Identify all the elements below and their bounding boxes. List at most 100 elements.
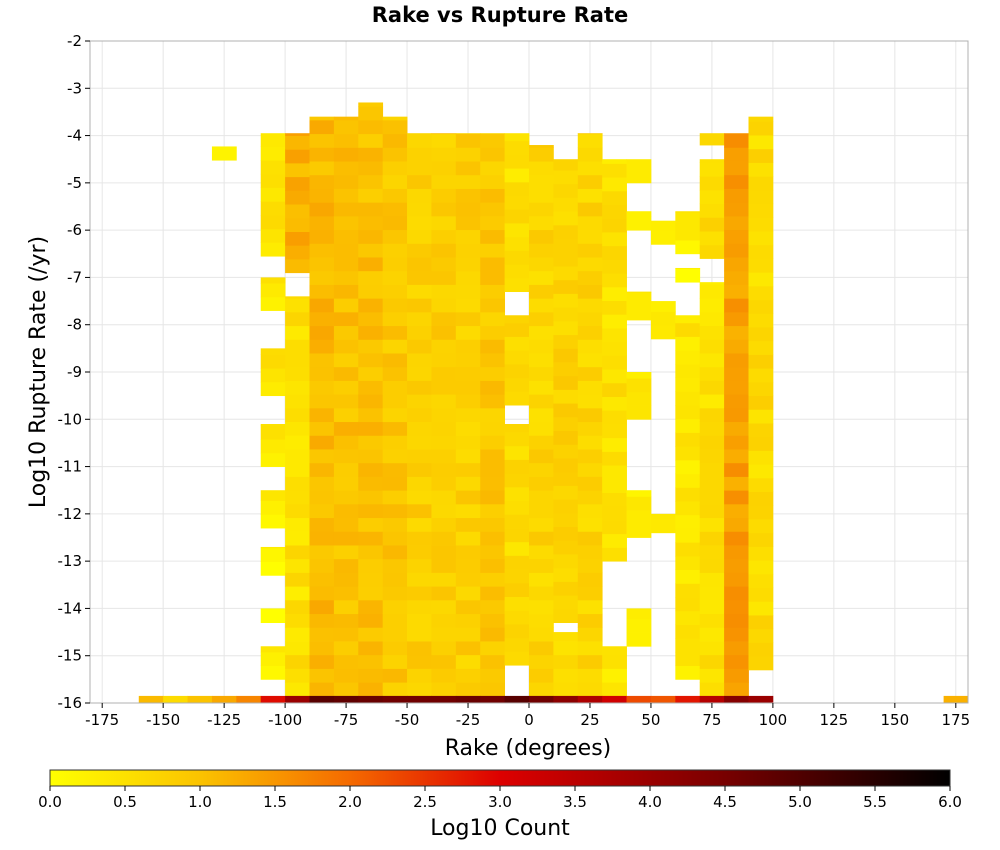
heatmap-cell xyxy=(285,462,310,477)
heatmap-cell xyxy=(333,503,359,519)
heatmap-cell xyxy=(602,533,627,548)
heatmap-cell xyxy=(699,189,725,205)
heatmap-cell xyxy=(407,586,432,601)
heatmap-cell xyxy=(602,451,627,466)
heatmap-cell xyxy=(675,583,701,598)
heatmap-cell xyxy=(504,569,530,584)
heatmap-cell xyxy=(431,215,457,231)
heatmap-cell xyxy=(724,394,749,409)
heatmap-cell-bottom xyxy=(602,695,627,703)
heatmap-cell xyxy=(309,380,335,395)
heatmap-cell xyxy=(553,197,579,212)
heatmap-cell xyxy=(699,217,725,232)
heatmap-cell xyxy=(333,627,359,642)
heatmap-cell xyxy=(407,366,432,381)
heatmap-cell xyxy=(748,189,774,205)
heatmap-cell xyxy=(309,572,335,587)
heatmap-cell xyxy=(675,322,701,337)
heatmap-cell xyxy=(748,642,774,657)
heatmap-cell xyxy=(358,119,384,135)
heatmap-cell xyxy=(650,311,676,326)
heatmap-cell xyxy=(577,545,603,560)
heatmap-cell xyxy=(724,421,749,436)
heatmap-cell xyxy=(358,353,384,368)
heatmap-cell-bottom xyxy=(236,695,262,703)
heatmap-cell xyxy=(431,147,457,162)
heatmap-cell xyxy=(724,311,749,327)
y-tick-label: -3 xyxy=(67,79,82,97)
heatmap-cell xyxy=(260,439,286,454)
heatmap-cell-bottom xyxy=(163,695,188,703)
x-tick-label: -25 xyxy=(456,711,481,729)
colorbar-tick-label: 1.0 xyxy=(188,793,212,811)
heatmap-cell xyxy=(577,490,603,505)
heatmap-cell xyxy=(529,682,554,697)
heatmap-cell xyxy=(358,325,384,340)
heatmap-cell xyxy=(724,133,749,135)
heatmap-cell xyxy=(602,190,627,206)
heatmap-cell xyxy=(309,449,335,464)
heatmap-cell xyxy=(309,407,335,423)
heatmap-cell xyxy=(285,176,310,191)
heatmap-cell xyxy=(480,421,506,436)
y-tick-label: -6 xyxy=(67,221,82,239)
heatmap-cell xyxy=(699,203,725,218)
heatmap-cell xyxy=(431,133,457,148)
heatmap-cell xyxy=(724,353,749,368)
heatmap-cell xyxy=(455,682,481,697)
heatmap-cell xyxy=(504,514,530,529)
heatmap-cell xyxy=(699,394,725,409)
heatmap-cell xyxy=(431,174,457,189)
heatmap-cell xyxy=(480,380,506,395)
heatmap-cell-bottom xyxy=(943,695,969,703)
heatmap-cell xyxy=(407,572,432,587)
heatmap-cell xyxy=(358,270,384,285)
heatmap-cell xyxy=(675,267,701,269)
heatmap-cell xyxy=(577,188,603,203)
heatmap-cell xyxy=(675,638,701,653)
heatmap-cell xyxy=(285,394,310,409)
heatmap-cell xyxy=(602,682,627,697)
heatmap-cell xyxy=(504,250,530,265)
heatmap-cell xyxy=(285,531,310,546)
heatmap-cell xyxy=(577,517,603,532)
y-axis-ticks: -2 -3 -4 -5 -6 -7 -8 -9 -10 -11 -12 -13 -14 -15 -16 xyxy=(58,32,90,712)
heatmap-cell xyxy=(699,339,725,354)
heatmap-cell xyxy=(260,277,286,284)
heatmap-cell xyxy=(382,202,408,217)
heatmap-cell xyxy=(602,478,627,493)
heatmap-cell xyxy=(504,236,530,251)
heatmap-cell xyxy=(553,170,579,185)
heatmap-cell xyxy=(626,632,652,647)
heatmap-cell xyxy=(333,188,359,203)
heatmap-cell xyxy=(455,572,481,587)
heatmap-cell xyxy=(431,599,457,615)
heatmap-cell xyxy=(309,558,335,573)
heatmap-cell xyxy=(529,161,554,176)
heatmap-cell xyxy=(626,490,652,497)
heatmap-cell xyxy=(455,449,481,464)
heatmap-cell xyxy=(577,599,603,615)
heatmap-cell xyxy=(748,258,774,273)
heatmap-cell-bottom xyxy=(577,695,603,703)
heatmap-cell xyxy=(285,627,310,642)
heatmap-cell xyxy=(577,627,603,642)
heatmap-cell xyxy=(480,476,506,491)
heatmap-cell xyxy=(480,147,506,162)
x-tick-label: 75 xyxy=(702,711,721,729)
heatmap-cell xyxy=(382,339,408,354)
heatmap-cell xyxy=(529,517,554,532)
heatmap-cell xyxy=(577,476,603,491)
heatmap-cell xyxy=(431,161,457,176)
heatmap-cell xyxy=(431,558,457,573)
heatmap-cell xyxy=(480,462,506,477)
heatmap-cell xyxy=(626,292,652,307)
heatmap-cell xyxy=(407,627,432,642)
heatmap-cell xyxy=(285,490,310,505)
heatmap-cell-bottom xyxy=(504,695,530,703)
heatmap-cell xyxy=(333,119,359,135)
heatmap-cell xyxy=(480,133,506,135)
heatmap-cell xyxy=(553,348,579,363)
heatmap-cell xyxy=(455,284,481,299)
heatmap-cell xyxy=(358,202,384,217)
